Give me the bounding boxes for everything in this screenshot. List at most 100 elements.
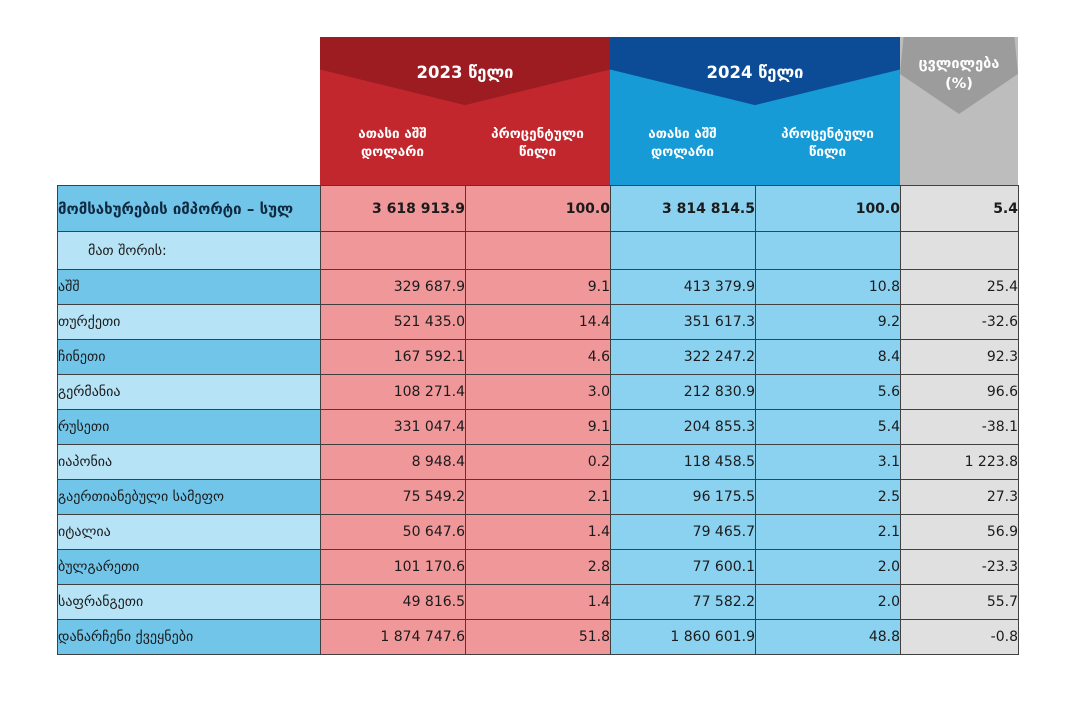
cell-value: 351 617.3 [610, 304, 756, 340]
cell-value: 8 948.4 [320, 444, 466, 480]
cell-value: -23.3 [900, 549, 1019, 585]
cell-value: 27.3 [900, 479, 1019, 515]
cell-value: 25.4 [900, 269, 1019, 305]
table-row: ბულგარეთი 101 170.6 2.8 77 600.1 2.0 -23.3 [57, 549, 1019, 585]
col-group-2024: 2024 წელი ათასი აშშ დოლარი პროცენტული წი… [610, 37, 900, 185]
subheader-share-2024: პროცენტული წილი [781, 126, 874, 160]
subheaders-2023: ათასი აშშ დოლარი პროცენტული წილი [320, 115, 610, 173]
table-row: აშშ 329 687.9 9.1 413 379.9 10.8 25.4 [57, 269, 1019, 305]
cell-value: 212 830.9 [610, 374, 756, 410]
cell-value [610, 231, 756, 270]
row-label: საფრანგეთი [57, 584, 321, 620]
cell-value: 413 379.9 [610, 269, 756, 305]
row-label: იაპონია [57, 444, 321, 480]
cell-value: 322 247.2 [610, 339, 756, 375]
row-label: დანარჩენი ქვეყნები [57, 619, 321, 655]
cell-value: 77 600.1 [610, 549, 756, 585]
cell-value: 2.0 [755, 549, 901, 585]
cell-value: 118 458.5 [610, 444, 756, 480]
cell-value: 5.4 [900, 185, 1019, 232]
row-label: რუსეთი [57, 409, 321, 445]
cell-value: 92.3 [900, 339, 1019, 375]
cell-value: 331 047.4 [320, 409, 466, 445]
cell-value: 9.1 [465, 269, 611, 305]
row-label: იტალია [57, 514, 321, 550]
cell-value: 167 592.1 [320, 339, 466, 375]
cell-value [755, 231, 901, 270]
cell-value: 2.0 [755, 584, 901, 620]
cell-value: 2.1 [465, 479, 611, 515]
cell-value: 3 814 814.5 [610, 185, 756, 232]
cell-value: 3.1 [755, 444, 901, 480]
cell-value: 9.1 [465, 409, 611, 445]
table-row: მათ შორის: [57, 231, 1019, 270]
cell-value: 14.4 [465, 304, 611, 340]
cell-value: 204 855.3 [610, 409, 756, 445]
table-row: რუსეთი 331 047.4 9.1 204 855.3 5.4 -38.1 [57, 409, 1019, 445]
row-label: გაერთიანებული სამეფო [57, 479, 321, 515]
cell-value: 8.4 [755, 339, 901, 375]
cell-value [465, 231, 611, 270]
cell-value: 108 271.4 [320, 374, 466, 410]
cell-value: 101 170.6 [320, 549, 466, 585]
col-group-2023: 2023 წელი ათასი აშშ დოლარი პროცენტული წი… [320, 37, 610, 185]
table-row: საფრანგეთი 49 816.5 1.4 77 582.2 2.0 55.7 [57, 584, 1019, 620]
cell-value: 51.8 [465, 619, 611, 655]
row-label: აშშ [57, 269, 321, 305]
table-row: იაპონია 8 948.4 0.2 118 458.5 3.1 1 223.8 [57, 444, 1019, 480]
table-row: ჩინეთი 167 592.1 4.6 322 247.2 8.4 92.3 [57, 339, 1019, 375]
cell-value: 4.6 [465, 339, 611, 375]
cell-value: 56.9 [900, 514, 1019, 550]
table-row: თურქეთი 521 435.0 14.4 351 617.3 9.2 -32.6 [57, 304, 1019, 340]
data-table: მომსახურების იმპორტი – სულ 3 618 913.9 100… [57, 185, 1019, 655]
year-label-2024: 2024 წელი [706, 63, 804, 82]
change-header-label: ცვლილება (%) [918, 56, 1000, 92]
table-body: მომსახურების იმპორტი – სულ 3 618 913.9 100… [57, 185, 1019, 655]
cell-value: 1 223.8 [900, 444, 1019, 480]
cell-value: 3.0 [465, 374, 611, 410]
cell-value: 96 175.5 [610, 479, 756, 515]
cell-value: 55.7 [900, 584, 1019, 620]
row-label: მომსახურების იმპორტი – სულ [57, 185, 321, 232]
cell-value: 49 816.5 [320, 584, 466, 620]
cell-value: 1 860 601.9 [610, 619, 756, 655]
cell-value: 75 549.2 [320, 479, 466, 515]
cell-value: 3 618 913.9 [320, 185, 466, 232]
cell-value: 96.6 [900, 374, 1019, 410]
cell-value: 100.0 [755, 185, 901, 232]
row-label: ბულგარეთი [57, 549, 321, 585]
subheader-usd-2024: ათასი აშშ დოლარი [648, 126, 717, 160]
cell-value: 100.0 [465, 185, 611, 232]
year-label-2023: 2023 წელი [416, 63, 514, 82]
cell-value: 1 874 747.6 [320, 619, 466, 655]
cell-value: 9.2 [755, 304, 901, 340]
col-group-change: ცვლილება (%) [900, 37, 1018, 185]
table-row: გერმანია 108 271.4 3.0 212 830.9 5.6 96.6 [57, 374, 1019, 410]
table-row: გაერთიანებული სამეფო 75 549.2 2.1 96 175.5 2… [57, 479, 1019, 515]
row-label: გერმანია [57, 374, 321, 410]
cell-value: 1.4 [465, 584, 611, 620]
cell-value: 1.4 [465, 514, 611, 550]
cell-value: 0.2 [465, 444, 611, 480]
cell-value: 2.1 [755, 514, 901, 550]
cell-value: -0.8 [900, 619, 1019, 655]
cell-value: -38.1 [900, 409, 1019, 445]
cell-value [900, 231, 1019, 270]
header-spacer [57, 37, 320, 185]
subheader-share-2023: პროცენტული წილი [491, 126, 584, 160]
cell-value: 79 465.7 [610, 514, 756, 550]
cell-value: 5.6 [755, 374, 901, 410]
row-label: ჩინეთი [57, 339, 321, 375]
row-label: თურქეთი [57, 304, 321, 340]
table-row: იტალია 50 647.6 1.4 79 465.7 2.1 56.9 [57, 514, 1019, 550]
subheader-usd-2023: ათასი აშშ დოლარი [358, 126, 427, 160]
services-import-table: 2023 წელი ათასი აშშ დოლარი პროცენტული წი… [57, 37, 1019, 655]
cell-value: 77 582.2 [610, 584, 756, 620]
cell-value: 48.8 [755, 619, 901, 655]
table-row: დანარჩენი ქვეყნები 1 874 747.6 51.8 1 860 6… [57, 619, 1019, 655]
table-header-band: 2023 წელი ათასი აშშ დოლარი პროცენტული წი… [57, 37, 1018, 185]
cell-value: 2.5 [755, 479, 901, 515]
cell-value: 2.8 [465, 549, 611, 585]
cell-value: 10.8 [755, 269, 901, 305]
cell-value: -32.6 [900, 304, 1019, 340]
